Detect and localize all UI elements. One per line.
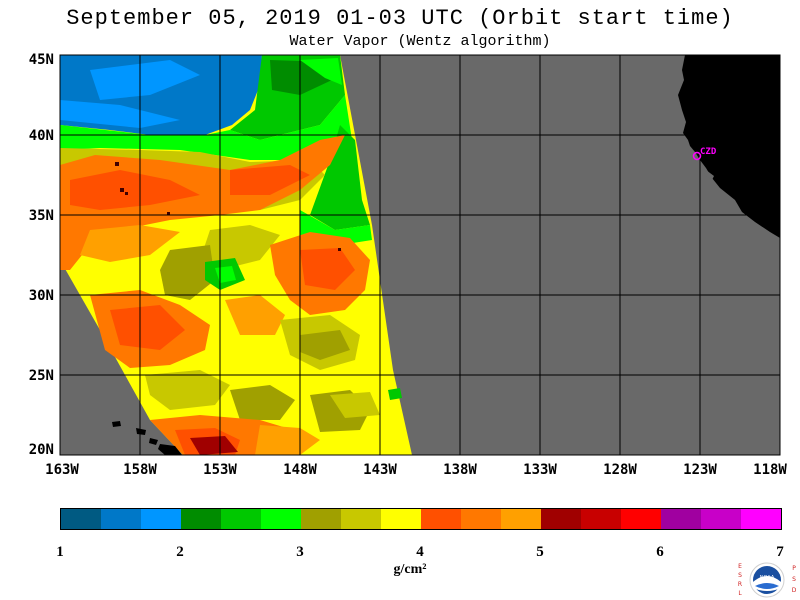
- colorbar-swatch: [461, 509, 501, 529]
- lat-label: 30N: [28, 288, 54, 304]
- logo-letter: L: [738, 590, 742, 597]
- colorbar-swatch: [181, 509, 221, 529]
- lon-label: 148W: [283, 462, 317, 478]
- colorbar: [60, 508, 782, 530]
- logo-letter: S: [738, 572, 742, 579]
- lon-label: 133W: [523, 462, 557, 478]
- colorbar-unit: g/cm²: [393, 562, 427, 577]
- land-california: [678, 55, 780, 238]
- lon-label: 118W: [753, 462, 787, 478]
- colorbar-swatch: [421, 509, 461, 529]
- lon-label: 158W: [123, 462, 157, 478]
- city-marker: [692, 151, 702, 161]
- graticule: [60, 55, 780, 455]
- colorbar-swatch: [261, 509, 301, 529]
- lon-label: 123W: [683, 462, 717, 478]
- lon-label: 163W: [45, 462, 79, 478]
- colorbar-tick-label: 5: [536, 544, 544, 560]
- logo-letter: P: [792, 565, 796, 572]
- logo-center-text: NOAA: [760, 575, 775, 581]
- colorbar-tick-label: 6: [656, 544, 664, 560]
- colorbar-swatch: [381, 509, 421, 529]
- colorbar-swatch: [621, 509, 661, 529]
- noaa-esrl-psd-logo: NOAA E S R L P S D: [738, 562, 797, 598]
- logo-letter: R: [738, 581, 742, 588]
- colorbar-swatch: [221, 509, 261, 529]
- colorbar-swatch: [61, 509, 101, 529]
- colorbar-swatch: [341, 509, 381, 529]
- lat-label: 20N: [28, 442, 54, 458]
- lat-label: 45N: [28, 52, 54, 68]
- colorbar-swatch: [541, 509, 581, 529]
- lon-label: 143W: [363, 462, 397, 478]
- colorbar-swatch: [661, 509, 701, 529]
- city-label: CZD: [700, 147, 717, 157]
- lat-label: 25N: [28, 368, 54, 384]
- map-subtitle: Water Vapor (Wentz algorithm): [289, 33, 551, 50]
- lon-label: 153W: [203, 462, 237, 478]
- hawaii-island: [112, 421, 121, 427]
- logo-letter: S: [792, 576, 796, 583]
- colorbar-swatch: [501, 509, 541, 529]
- map-title: September 05, 2019 01-03 UTC (Orbit star…: [66, 6, 734, 31]
- colorbar-swatch: [581, 509, 621, 529]
- colorbar-tick-label: 4: [416, 544, 424, 560]
- colorbar-swatch: [701, 509, 741, 529]
- colorbar-tick-label: 7: [776, 544, 784, 560]
- logo-letter: E: [738, 563, 742, 570]
- colorbar-swatch: [141, 509, 181, 529]
- colorbar-swatch: [741, 509, 781, 529]
- colorbar-tick-label: 1: [56, 544, 64, 560]
- colorbar-tick-label: 3: [296, 544, 304, 560]
- lat-label: 40N: [28, 128, 54, 144]
- colorbar-tick-label: 2: [176, 544, 184, 560]
- colorbar-swatch: [101, 509, 141, 529]
- lon-label: 128W: [603, 462, 637, 478]
- logo-letter: D: [792, 587, 797, 594]
- lat-label: 35N: [28, 208, 54, 224]
- colorbar-swatch: [301, 509, 341, 529]
- lon-label: 138W: [443, 462, 477, 478]
